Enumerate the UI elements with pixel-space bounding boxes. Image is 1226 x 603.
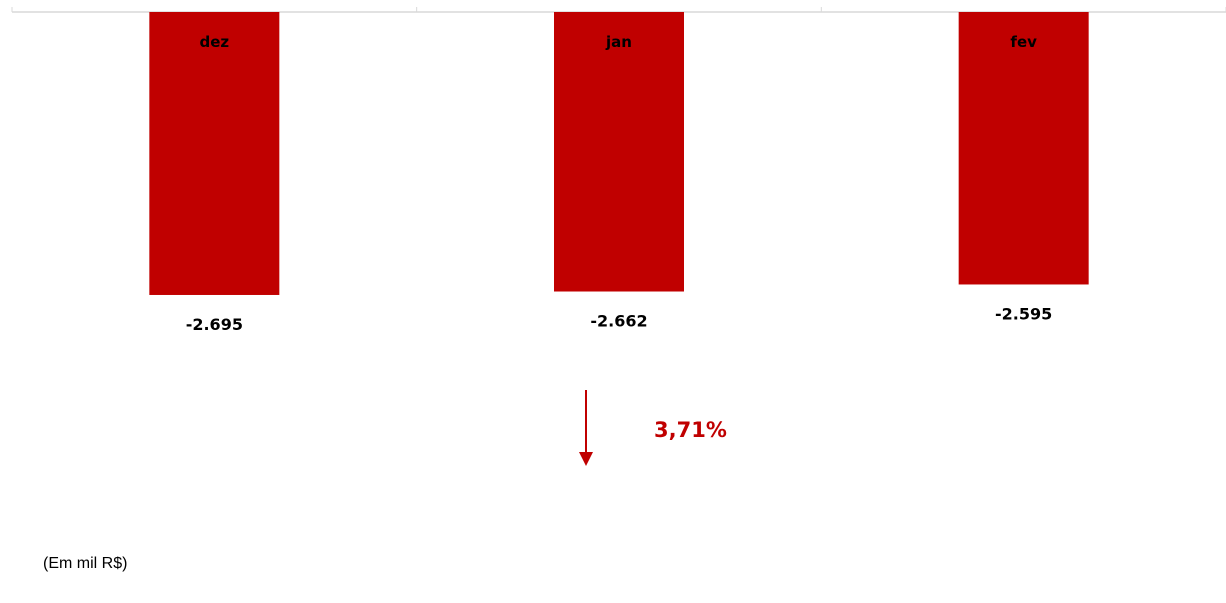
value-label-fev: -2.595 [995, 304, 1052, 323]
category-label-dez: dez [200, 33, 230, 51]
change-percentage: 3,71% [654, 418, 727, 442]
category-label-jan: jan [605, 33, 632, 51]
bars: dez -2.695 jan -2.662 fev -2.595 [149, 12, 1089, 334]
bar-fev [958, 12, 1089, 285]
value-label-dez: -2.695 [186, 315, 243, 334]
unit-note: (Em mil R$) [43, 555, 128, 572]
x-axis [11, 7, 1226, 13]
value-label-jan: -2.662 [590, 312, 647, 331]
bar-dez [149, 12, 280, 295]
bar-jan [554, 12, 684, 292]
arrow-down-icon [579, 390, 593, 466]
category-label-fev: fev [1010, 33, 1037, 51]
